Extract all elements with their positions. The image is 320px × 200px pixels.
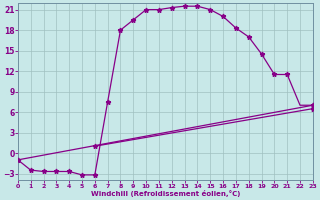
X-axis label: Windchill (Refroidissement éolien,°C): Windchill (Refroidissement éolien,°C) <box>91 190 240 197</box>
